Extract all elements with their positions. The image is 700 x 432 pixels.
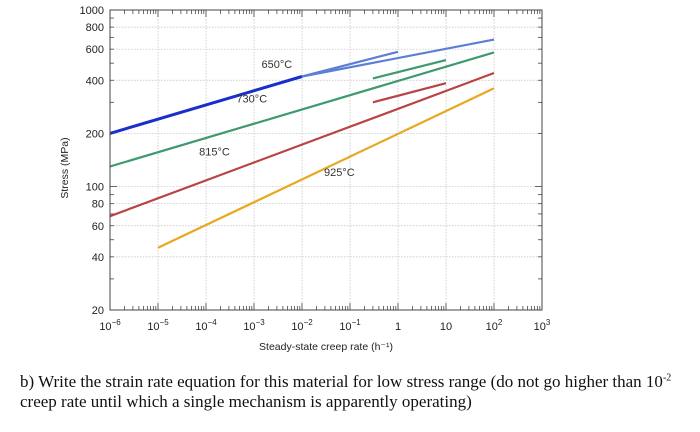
x-tick-label: 10 xyxy=(440,321,452,333)
y-tick-label: 40 xyxy=(92,252,104,264)
minor-ticks xyxy=(109,10,542,311)
series-925CC xyxy=(157,87,495,249)
question-exponent: -2 xyxy=(662,372,672,384)
x-tick-label: 103 xyxy=(534,318,551,333)
x-tick-label: 10−2 xyxy=(291,318,313,333)
creep-rate-chart: 10−6 10−5 10−4 10−3 10−2 10−1 1 10 102 103 1000 80… xyxy=(59,5,551,353)
y-tick-label: 400 xyxy=(86,75,104,87)
series-label: 815°C xyxy=(199,146,230,158)
series-line xyxy=(301,50,399,78)
x-tick-label: 10−5 xyxy=(147,318,169,333)
x-axis-label: Steady-state creep rate (h⁻¹) xyxy=(259,341,393,353)
y-tick-labels: 1000 800 600 400 200 100 80 60 40 20 xyxy=(80,5,104,317)
y-tick-label: 1000 xyxy=(80,5,104,17)
series-650CC xyxy=(109,38,495,135)
y-axis-label: Stress (MPa) xyxy=(59,137,71,198)
x-tick-label: 1 xyxy=(395,321,401,333)
series-label: 925°C xyxy=(324,167,355,179)
x-tick-label: 10−1 xyxy=(339,318,361,333)
question-part2: creep rate until which a single mechanis… xyxy=(20,392,472,411)
series-730CC xyxy=(109,51,495,168)
series-line xyxy=(109,75,303,135)
plot-frame xyxy=(109,9,543,311)
series-815CC xyxy=(109,71,495,218)
y-tick-label: 80 xyxy=(92,199,104,211)
series-line xyxy=(157,87,495,249)
y-tick-label: 60 xyxy=(92,221,104,233)
series-line xyxy=(109,71,495,218)
x-tick-label: 10−3 xyxy=(243,318,265,333)
series-line xyxy=(372,82,447,104)
y-tick-label: 100 xyxy=(86,182,104,194)
series-line xyxy=(109,51,495,168)
x-tick-labels: 10−6 10−5 10−4 10−3 10−2 10−1 1 10 102 103 xyxy=(99,318,551,333)
x-tick-label: 102 xyxy=(486,318,503,333)
series-label: 650°C xyxy=(262,59,293,71)
question-part1: b) Write the strain rate equation for th… xyxy=(20,372,663,391)
y-tick-label: 20 xyxy=(92,305,104,317)
question-text: b) Write the strain rate equation for th… xyxy=(20,372,692,412)
series-labels: 650°C 730°C 815°C 925°C xyxy=(199,59,355,179)
y-tick-label: 200 xyxy=(86,128,104,140)
x-tick-label: 10−6 xyxy=(99,318,121,333)
grid xyxy=(109,9,543,311)
series-label: 730°C xyxy=(236,93,267,105)
x-tick-label: 10−4 xyxy=(195,318,217,333)
y-tick-label: 600 xyxy=(86,44,104,56)
series-lines xyxy=(109,38,495,249)
y-tick-label: 800 xyxy=(86,22,104,34)
series-line xyxy=(301,38,495,78)
series-line xyxy=(372,59,447,80)
